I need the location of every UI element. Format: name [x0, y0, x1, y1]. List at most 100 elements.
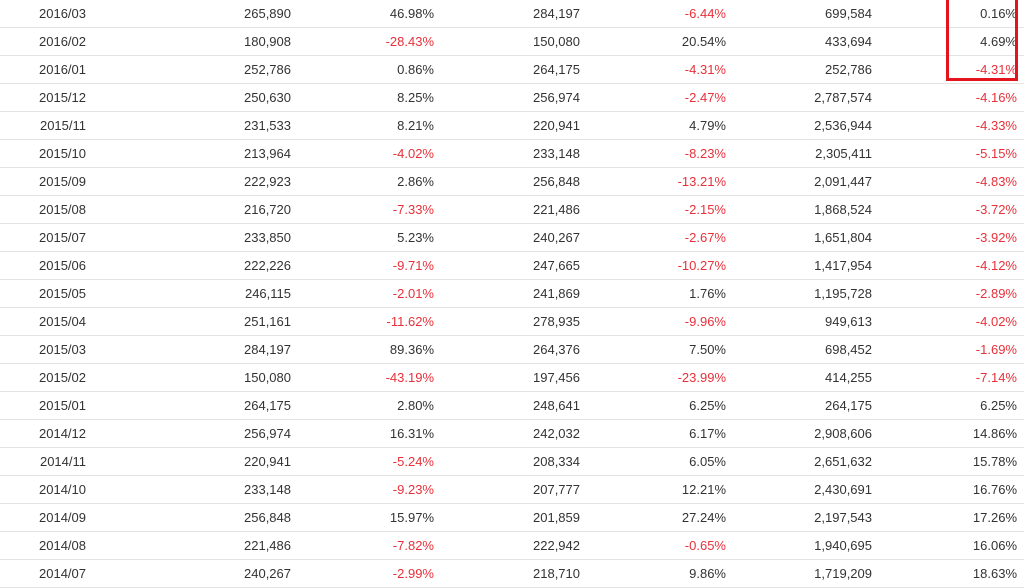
cell-month: 2016/03	[0, 0, 86, 28]
cell-volume-change: -11.62%	[291, 307, 434, 336]
cell-cumulative: 1,417,954	[726, 251, 872, 280]
table-row: 2014/08 221,486 -7.82% 222,942 -0.65% 1,940,6…	[0, 531, 1024, 560]
cell-cumulative: 2,305,411	[726, 139, 872, 168]
cell-prior-volume: 256,848	[434, 167, 580, 196]
table-row: 2014/12 256,974 16.31% 242,032 6.17% 2,908,60…	[0, 419, 1024, 448]
cell-volume-change: -7.82%	[291, 531, 434, 560]
cell-volume-change: -2.01%	[291, 279, 434, 308]
cell-cumulative: 699,584	[726, 0, 872, 28]
cell-cumulative-change: 15.78%	[872, 447, 1024, 476]
cell-cumulative-change: 16.06%	[872, 531, 1024, 560]
cell-cumulative: 2,536,944	[726, 111, 872, 140]
cell-cumulative: 2,651,632	[726, 447, 872, 476]
cell-month: 2015/01	[0, 391, 86, 420]
table-row: 2015/01 264,175 2.80% 248,641 6.25% 264,175 6.…	[0, 391, 1024, 420]
cell-month: 2016/02	[0, 27, 86, 56]
cell-prior-change: -0.65%	[580, 531, 726, 560]
cell-volume-change: -9.23%	[291, 475, 434, 504]
cell-cumulative-change: -4.33%	[872, 111, 1024, 140]
cell-prior-volume: 220,941	[434, 111, 580, 140]
cell-volume: 233,148	[86, 475, 291, 504]
cell-month: 2015/02	[0, 363, 86, 392]
cell-volume-change: -28.43%	[291, 27, 434, 56]
cell-cumulative-change: 18.63%	[872, 559, 1024, 588]
table-row: 2015/02 150,080 -43.19% 197,456 -23.99% 414,2…	[0, 363, 1024, 392]
cell-volume-change: 46.98%	[291, 0, 434, 28]
cell-cumulative-change: 14.86%	[872, 419, 1024, 448]
cell-cumulative-change: 17.26%	[872, 503, 1024, 532]
cell-cumulative-change: -7.14%	[872, 363, 1024, 392]
cell-prior-volume: 247,665	[434, 251, 580, 280]
cell-cumulative: 949,613	[726, 307, 872, 336]
cell-month: 2015/07	[0, 223, 86, 252]
cell-prior-volume: 278,935	[434, 307, 580, 336]
cell-prior-volume: 150,080	[434, 27, 580, 56]
cell-volume: 220,941	[86, 447, 291, 476]
cell-volume: 150,080	[86, 363, 291, 392]
cell-volume-change: 0.86%	[291, 55, 434, 84]
cell-prior-volume: 197,456	[434, 363, 580, 392]
cell-cumulative: 2,787,574	[726, 83, 872, 112]
cell-volume-change: 16.31%	[291, 419, 434, 448]
cell-volume: 222,923	[86, 167, 291, 196]
cell-prior-volume: 218,710	[434, 559, 580, 588]
table-row: 2015/07 233,850 5.23% 240,267 -2.67% 1,651,80…	[0, 223, 1024, 252]
cell-cumulative: 698,452	[726, 335, 872, 364]
cell-prior-volume: 201,859	[434, 503, 580, 532]
cell-volume: 221,486	[86, 531, 291, 560]
cell-prior-change: -10.27%	[580, 251, 726, 280]
cell-volume: 216,720	[86, 195, 291, 224]
cell-prior-volume: 264,175	[434, 55, 580, 84]
cell-prior-change: 12.21%	[580, 475, 726, 504]
cell-volume-change: -7.33%	[291, 195, 434, 224]
cell-volume: 231,533	[86, 111, 291, 140]
cell-cumulative-change: -4.16%	[872, 83, 1024, 112]
cell-volume: 251,161	[86, 307, 291, 336]
cell-prior-change: -9.96%	[580, 307, 726, 336]
cell-cumulative-change: -4.12%	[872, 251, 1024, 280]
cell-month: 2014/12	[0, 419, 86, 448]
cell-cumulative: 1,195,728	[726, 279, 872, 308]
table-row: 2015/08 216,720 -7.33% 221,486 -2.15% 1,868,5…	[0, 195, 1024, 224]
table-row: 2015/04 251,161 -11.62% 278,935 -9.96% 949,61…	[0, 307, 1024, 336]
cell-cumulative-change: -5.15%	[872, 139, 1024, 168]
table-row: 2015/11 231,533 8.21% 220,941 4.79% 2,536,944…	[0, 111, 1024, 140]
cell-prior-volume: 207,777	[434, 475, 580, 504]
table-row: 2015/06 222,226 -9.71% 247,665 -10.27% 1,417,…	[0, 251, 1024, 280]
cell-cumulative-change: 0.16%	[872, 0, 1024, 28]
cell-prior-change: -2.67%	[580, 223, 726, 252]
cell-prior-volume: 248,641	[434, 391, 580, 420]
cell-volume: 252,786	[86, 55, 291, 84]
cell-cumulative: 2,197,543	[726, 503, 872, 532]
cell-cumulative-change: 16.76%	[872, 475, 1024, 504]
cell-volume-change: 5.23%	[291, 223, 434, 252]
table-row: 2014/10 233,148 -9.23% 207,777 12.21% 2,430,6…	[0, 475, 1024, 504]
cell-volume: 222,226	[86, 251, 291, 280]
cell-prior-volume: 221,486	[434, 195, 580, 224]
cell-month: 2015/06	[0, 251, 86, 280]
cell-month: 2016/01	[0, 55, 86, 84]
cell-cumulative: 2,430,691	[726, 475, 872, 504]
cell-month: 2015/05	[0, 279, 86, 308]
cell-volume: 233,850	[86, 223, 291, 252]
table-row: 2015/05 246,115 -2.01% 241,869 1.76% 1,195,72…	[0, 279, 1024, 308]
table-row: 2015/03 284,197 89.36% 264,376 7.50% 698,452-…	[0, 335, 1024, 364]
cell-prior-change: -13.21%	[580, 167, 726, 196]
cell-volume: 240,267	[86, 559, 291, 588]
cell-volume: 256,974	[86, 419, 291, 448]
cell-prior-change: 7.50%	[580, 335, 726, 364]
cell-month: 2014/08	[0, 531, 86, 560]
cell-month: 2014/07	[0, 559, 86, 588]
cell-cumulative: 1,651,804	[726, 223, 872, 252]
cell-prior-volume: 208,334	[434, 447, 580, 476]
cell-volume: 213,964	[86, 139, 291, 168]
cell-volume: 265,890	[86, 0, 291, 28]
cell-prior-volume: 240,267	[434, 223, 580, 252]
cell-cumulative-change: -4.83%	[872, 167, 1024, 196]
cell-prior-volume: 241,869	[434, 279, 580, 308]
cell-cumulative: 264,175	[726, 391, 872, 420]
table-row: 2014/11 220,941 -5.24% 208,334 6.05% 2,651,63…	[0, 447, 1024, 476]
cell-volume-change: -5.24%	[291, 447, 434, 476]
cell-prior-change: 27.24%	[580, 503, 726, 532]
